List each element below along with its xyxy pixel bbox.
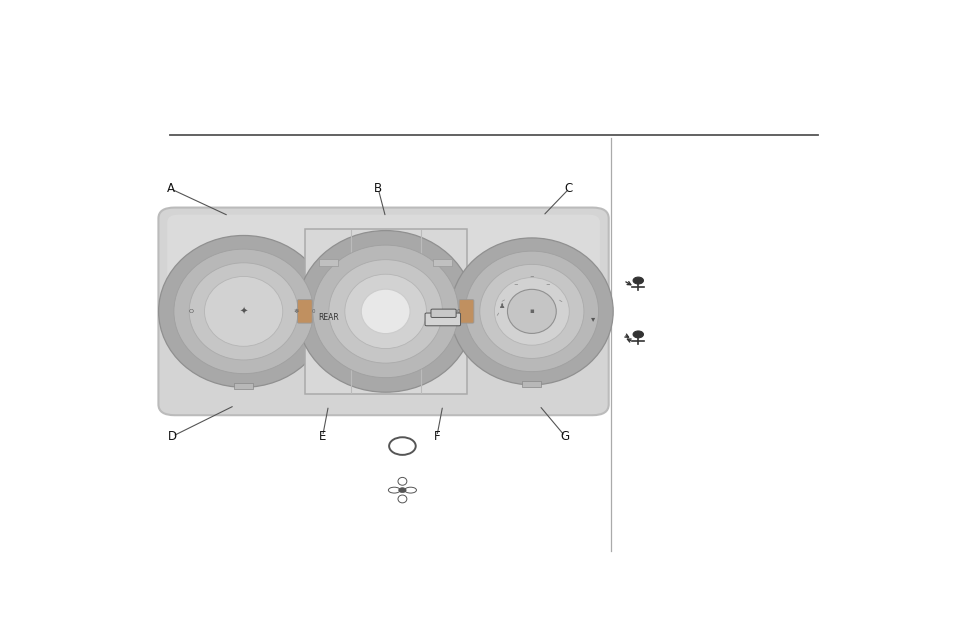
Ellipse shape [204,277,282,347]
Ellipse shape [494,277,569,345]
Ellipse shape [388,487,400,493]
Ellipse shape [361,289,410,334]
Ellipse shape [465,251,598,371]
Ellipse shape [344,274,426,349]
Ellipse shape [313,245,458,378]
Text: G: G [560,430,569,443]
Ellipse shape [507,289,556,333]
FancyBboxPatch shape [431,309,456,317]
Bar [233,384,253,389]
Circle shape [398,488,406,492]
Ellipse shape [296,231,474,392]
FancyBboxPatch shape [305,228,466,394]
Ellipse shape [397,495,406,503]
Ellipse shape [189,263,297,360]
Bar [433,259,452,266]
Text: ~: ~ [545,282,550,287]
Text: ▪: ▪ [529,308,534,314]
Text: ✦: ✦ [239,307,248,316]
Text: ~: ~ [495,310,501,317]
Bar [318,259,337,266]
FancyBboxPatch shape [167,215,599,319]
Ellipse shape [404,487,416,493]
Bar [521,381,541,387]
Text: ♟: ♟ [498,303,505,310]
Ellipse shape [158,235,328,387]
Text: 0: 0 [311,309,314,314]
Text: F: F [433,430,439,443]
FancyBboxPatch shape [158,207,608,415]
Ellipse shape [450,238,613,385]
FancyBboxPatch shape [297,300,312,323]
FancyBboxPatch shape [425,313,460,326]
FancyBboxPatch shape [458,300,474,323]
Text: ~: ~ [513,282,517,287]
Text: ~: ~ [529,275,534,280]
Text: B: B [374,183,382,195]
Circle shape [389,437,416,455]
Text: E: E [318,430,326,443]
Text: O: O [188,309,193,314]
Ellipse shape [397,478,406,485]
Text: ~: ~ [500,297,506,304]
Ellipse shape [479,265,583,359]
Text: 0: 0 [456,309,459,314]
Ellipse shape [173,249,313,373]
Circle shape [633,277,642,284]
Text: A: A [167,183,174,195]
Text: REAR: REAR [317,314,338,322]
Text: D: D [168,430,177,443]
Text: ▾: ▾ [590,314,595,323]
Text: ~: ~ [557,297,562,304]
Text: C: C [564,183,573,195]
Text: ❄: ❄ [294,309,298,314]
Circle shape [633,331,642,338]
Ellipse shape [329,259,442,363]
